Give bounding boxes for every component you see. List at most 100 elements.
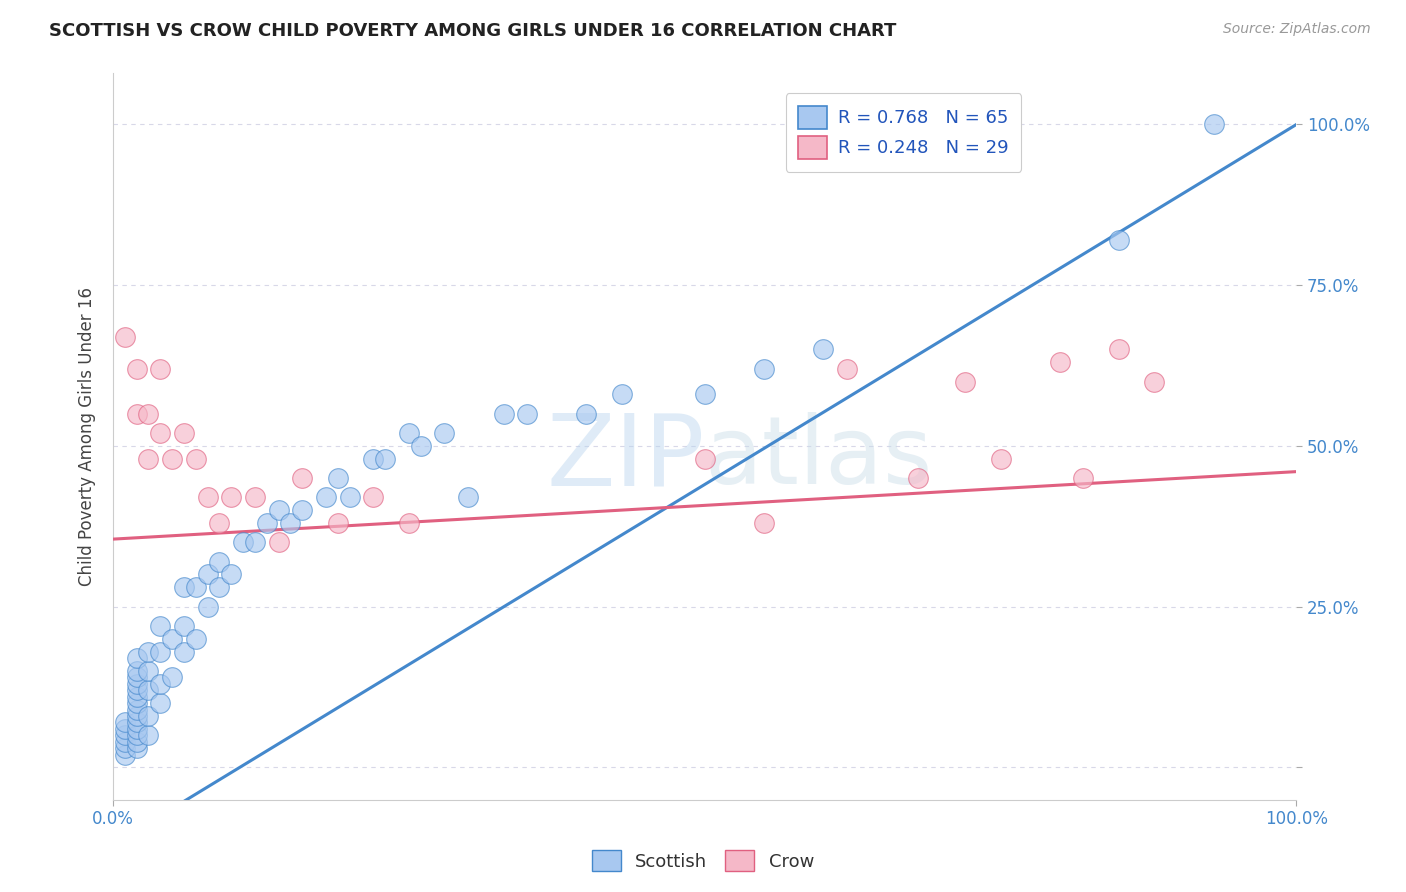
Legend: R = 0.768   N = 65, R = 0.248   N = 29: R = 0.768 N = 65, R = 0.248 N = 29	[786, 93, 1021, 172]
Point	[243, 535, 266, 549]
Point	[752, 361, 775, 376]
Point	[125, 702, 148, 716]
Text: ZIP: ZIP	[547, 409, 704, 507]
Point	[693, 387, 716, 401]
Point	[125, 734, 148, 748]
Point	[114, 329, 136, 343]
Point	[1202, 117, 1225, 131]
Point	[267, 535, 290, 549]
Point	[208, 555, 231, 569]
Point	[363, 491, 385, 505]
Point	[149, 425, 172, 440]
Point	[149, 696, 172, 710]
Legend: Scottish, Crow: Scottish, Crow	[585, 843, 821, 879]
Point	[232, 535, 254, 549]
Y-axis label: Child Poverty Among Girls Under 16: Child Poverty Among Girls Under 16	[79, 286, 96, 586]
Point	[149, 619, 172, 633]
Point	[125, 709, 148, 723]
Point	[114, 722, 136, 736]
Point	[326, 516, 349, 530]
Point	[114, 734, 136, 748]
Point	[291, 471, 314, 485]
Point	[953, 375, 976, 389]
Point	[433, 425, 456, 440]
Point	[1108, 233, 1130, 247]
Point	[184, 632, 207, 646]
Point	[125, 677, 148, 691]
Point	[160, 632, 183, 646]
Point	[138, 645, 160, 659]
Point	[1049, 355, 1071, 369]
Text: SCOTTISH VS CROW CHILD POVERTY AMONG GIRLS UNDER 16 CORRELATION CHART: SCOTTISH VS CROW CHILD POVERTY AMONG GIR…	[49, 22, 897, 40]
Point	[990, 451, 1012, 466]
Point	[125, 690, 148, 704]
Point	[610, 387, 633, 401]
Point	[811, 343, 834, 357]
Point	[398, 425, 420, 440]
Point	[149, 361, 172, 376]
Point	[256, 516, 278, 530]
Point	[114, 728, 136, 742]
Point	[374, 451, 396, 466]
Point	[835, 361, 858, 376]
Text: atlas: atlas	[704, 412, 934, 504]
Point	[138, 728, 160, 742]
Point	[114, 741, 136, 756]
Point	[208, 516, 231, 530]
Point	[125, 728, 148, 742]
Point	[197, 567, 219, 582]
Point	[125, 664, 148, 678]
Point	[907, 471, 929, 485]
Point	[398, 516, 420, 530]
Point	[339, 491, 361, 505]
Point	[208, 580, 231, 594]
Point	[363, 451, 385, 466]
Point	[1143, 375, 1166, 389]
Point	[457, 491, 479, 505]
Point	[752, 516, 775, 530]
Point	[693, 451, 716, 466]
Point	[243, 491, 266, 505]
Point	[291, 503, 314, 517]
Point	[160, 451, 183, 466]
Point	[516, 407, 538, 421]
Point	[221, 491, 243, 505]
Point	[138, 709, 160, 723]
Point	[125, 715, 148, 730]
Point	[267, 503, 290, 517]
Point	[160, 670, 183, 684]
Point	[138, 407, 160, 421]
Point	[125, 361, 148, 376]
Point	[492, 407, 515, 421]
Point	[149, 677, 172, 691]
Point	[149, 645, 172, 659]
Point	[125, 696, 148, 710]
Point	[125, 670, 148, 684]
Point	[184, 451, 207, 466]
Point	[114, 715, 136, 730]
Point	[125, 741, 148, 756]
Point	[125, 722, 148, 736]
Point	[173, 619, 195, 633]
Point	[173, 645, 195, 659]
Point	[173, 425, 195, 440]
Point	[1108, 343, 1130, 357]
Point	[125, 683, 148, 698]
Point	[184, 580, 207, 594]
Text: Source: ZipAtlas.com: Source: ZipAtlas.com	[1223, 22, 1371, 37]
Point	[138, 451, 160, 466]
Point	[326, 471, 349, 485]
Point	[114, 747, 136, 762]
Point	[138, 664, 160, 678]
Point	[125, 407, 148, 421]
Point	[138, 683, 160, 698]
Point	[575, 407, 598, 421]
Point	[315, 491, 337, 505]
Point	[125, 651, 148, 665]
Point	[280, 516, 302, 530]
Point	[409, 439, 432, 453]
Point	[197, 491, 219, 505]
Point	[221, 567, 243, 582]
Point	[1073, 471, 1095, 485]
Point	[173, 580, 195, 594]
